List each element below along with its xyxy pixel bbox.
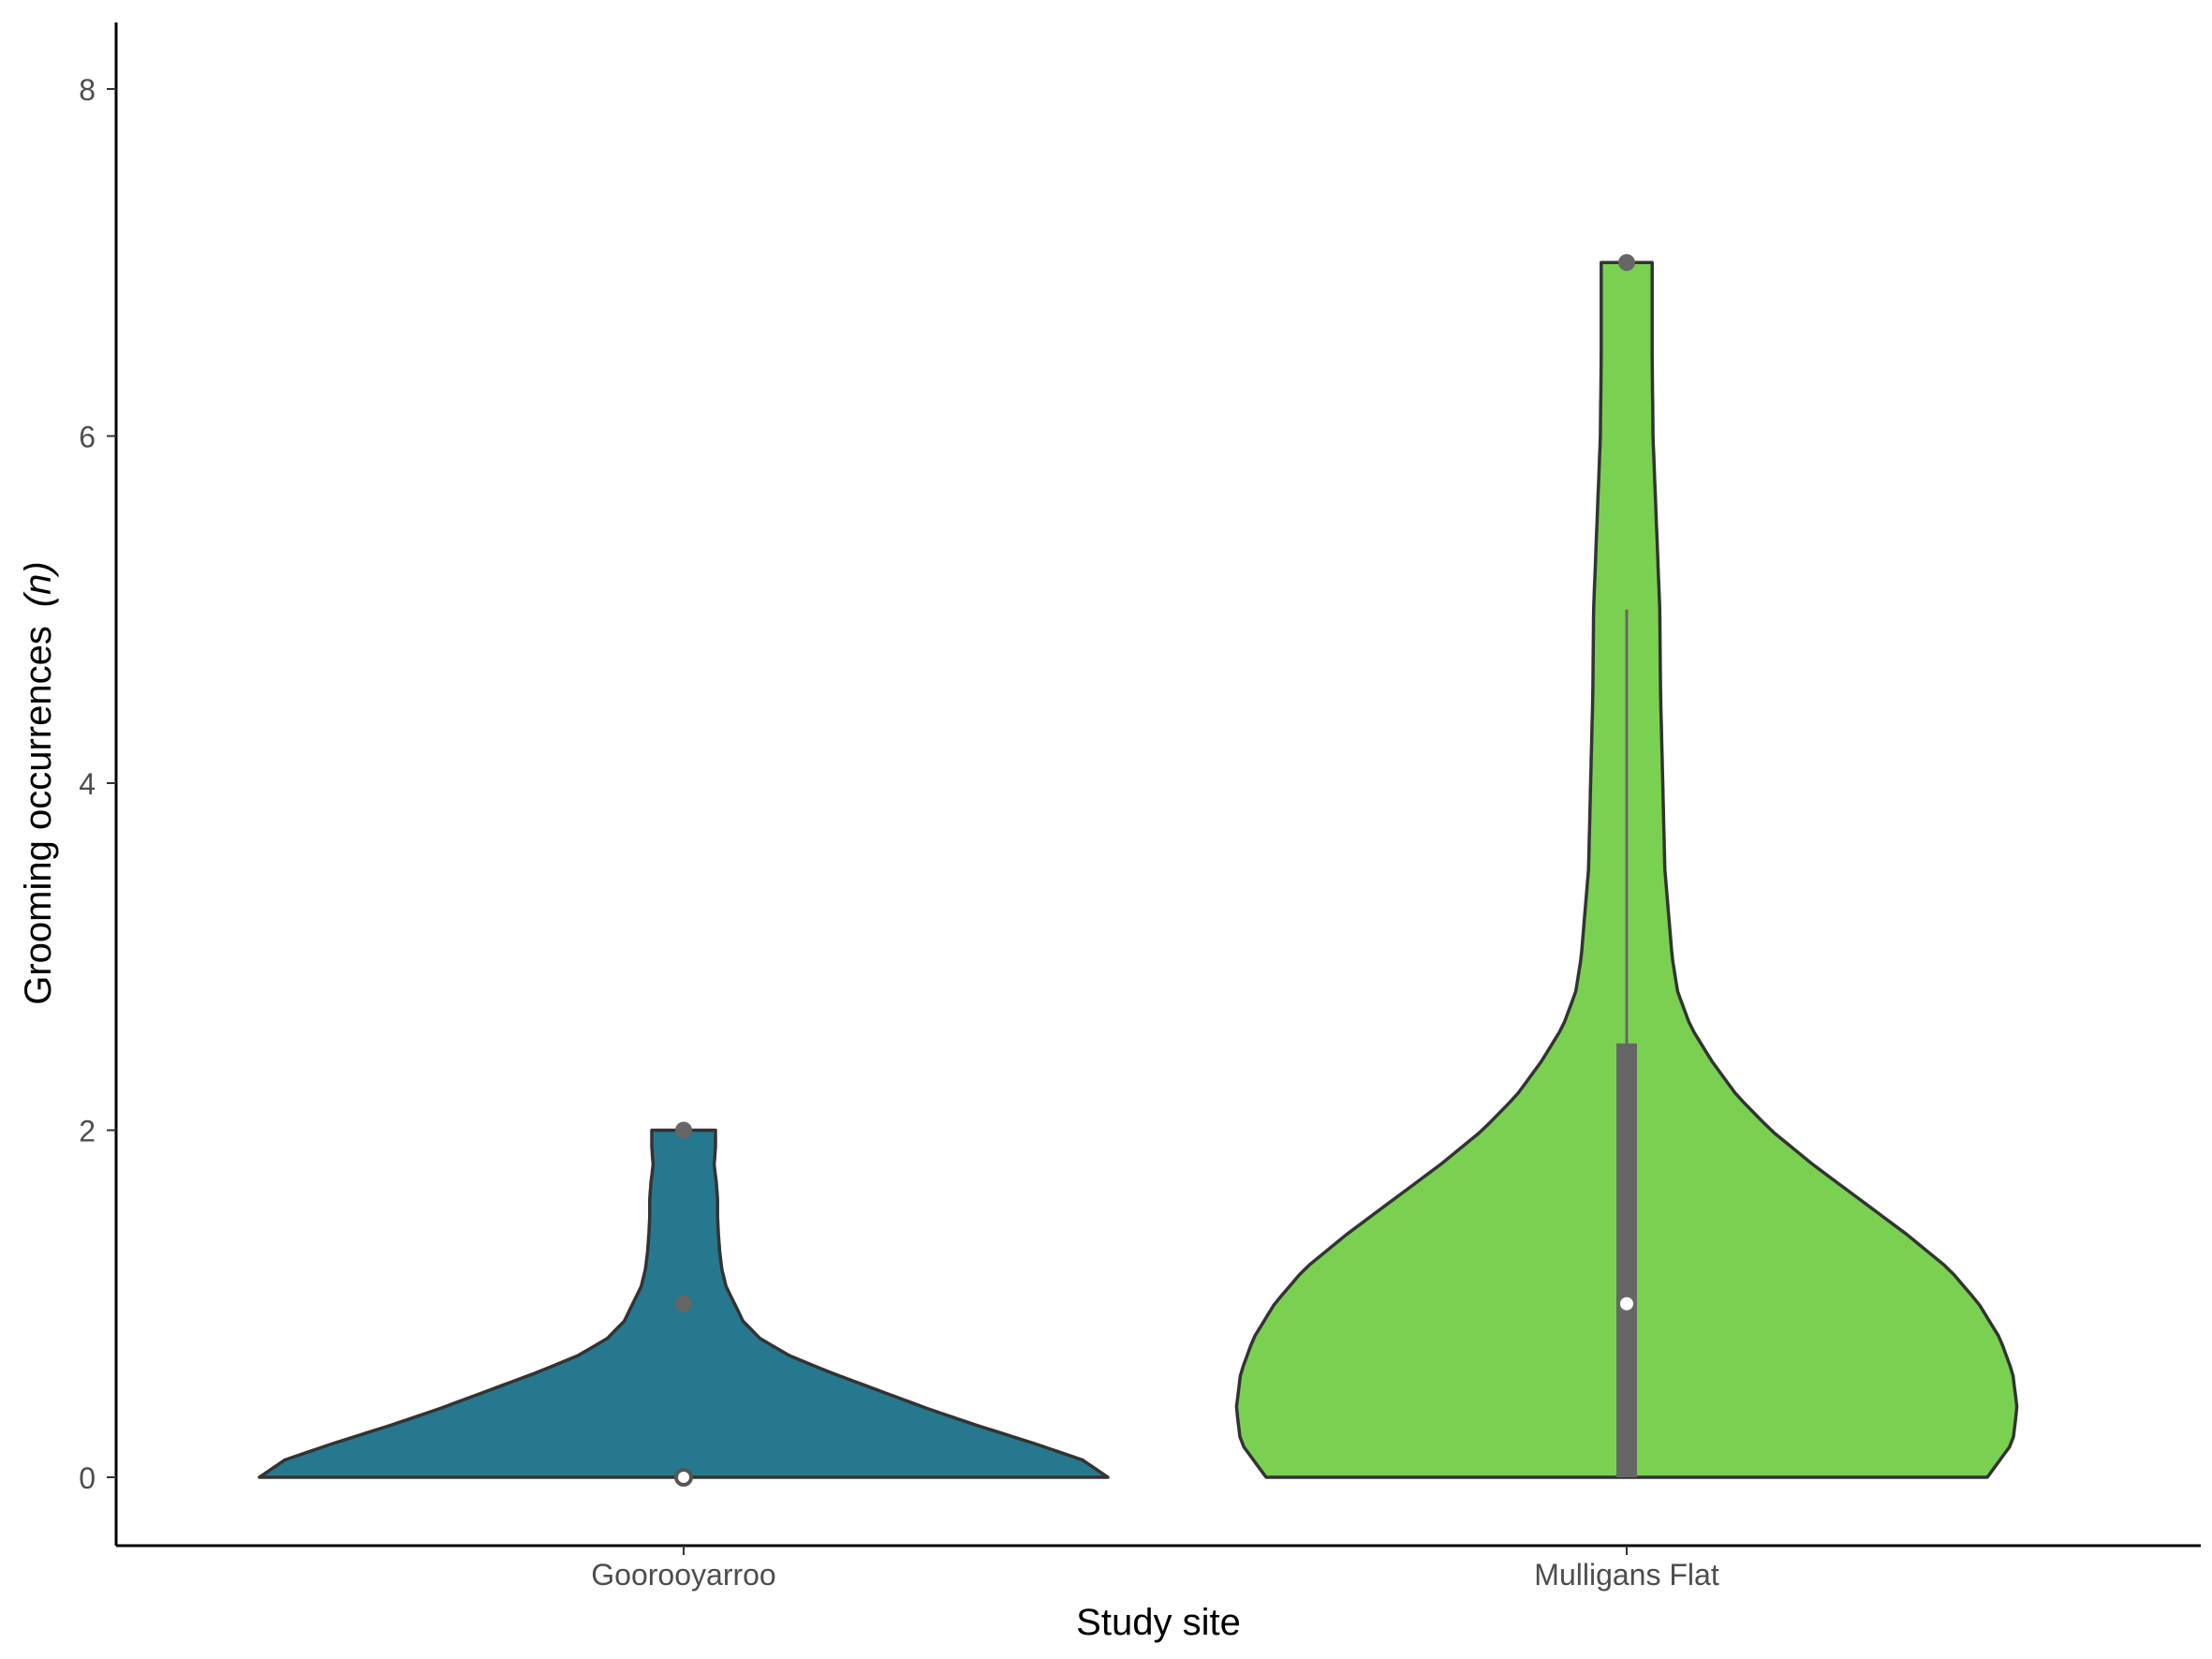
outlier-point [675, 1295, 692, 1312]
x-tick-label: Goorooyarroo [591, 1558, 775, 1592]
x-tick-label: Mulligans Flat [1534, 1558, 1719, 1592]
points-layer [675, 254, 1635, 1312]
ticks-layer: 0 2 4 6 8 Goorooyarroo Mulligans Flat [79, 73, 1719, 1592]
y-axis-title-unit: (n) [18, 561, 59, 607]
y-axis-title: Grooming occurrences (n) [18, 561, 59, 1005]
outlier-point [675, 1121, 692, 1139]
median-point [674, 1468, 693, 1487]
box-iqr [1616, 1043, 1637, 1477]
median-point [1620, 1296, 1633, 1311]
x-axis-title: Study site [1076, 1602, 1241, 1643]
violins-layer [258, 260, 2019, 1479]
y-tick-label: 2 [79, 1115, 96, 1148]
y-axis-title-main: Grooming occurrences [18, 626, 59, 1005]
y-tick-label: 4 [79, 767, 96, 801]
y-tick-label: 6 [79, 421, 96, 454]
y-tick-label: 8 [79, 73, 96, 107]
y-tick-label: 0 [79, 1461, 96, 1495]
boxplots-layer [674, 609, 1637, 1487]
outlier-point [1618, 254, 1635, 272]
